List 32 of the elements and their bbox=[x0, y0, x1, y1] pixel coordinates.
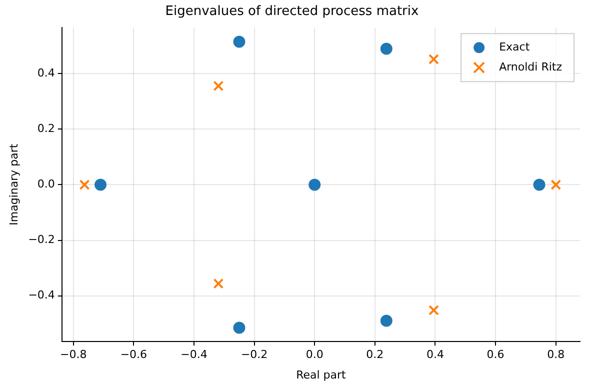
point bbox=[213, 278, 224, 289]
y-tick-label: 0.2 bbox=[37, 122, 55, 136]
x-tick-label: 0.6 bbox=[486, 348, 504, 362]
y-tick-label: 0.4 bbox=[37, 66, 55, 80]
legend-label: Exact bbox=[499, 40, 530, 54]
x-axis-title: Real part bbox=[296, 368, 347, 382]
y-tick-label: −0.2 bbox=[28, 233, 55, 246]
chart-title: Eigenvalues of directed process matrix bbox=[165, 4, 420, 20]
legend-label: Arnoldi Ritz bbox=[499, 60, 562, 74]
point bbox=[533, 178, 546, 191]
x-tick-label: 0.0 bbox=[306, 348, 324, 362]
point bbox=[94, 178, 107, 191]
point bbox=[233, 322, 246, 334]
point bbox=[428, 304, 439, 316]
x-tick-label: 0.4 bbox=[426, 348, 444, 362]
x-tick-label: −0.6 bbox=[120, 348, 148, 362]
point bbox=[308, 178, 321, 191]
point bbox=[380, 314, 392, 327]
x-tick-label: 0.8 bbox=[547, 348, 565, 362]
x-tick-label: −0.8 bbox=[60, 348, 87, 362]
x-tick-label: 0.2 bbox=[366, 348, 384, 362]
y-tick-label: −0.4 bbox=[28, 288, 55, 302]
point bbox=[213, 80, 224, 92]
x-tick-label: −0.2 bbox=[240, 348, 268, 362]
point bbox=[79, 179, 90, 190]
point bbox=[428, 54, 439, 64]
y-axis-title: Imaginary part bbox=[7, 143, 20, 226]
point bbox=[550, 179, 562, 190]
y-tick-label: 0.0 bbox=[37, 178, 55, 191]
point bbox=[380, 42, 392, 55]
point bbox=[233, 36, 246, 48]
x-tick-label: −0.4 bbox=[180, 348, 208, 362]
